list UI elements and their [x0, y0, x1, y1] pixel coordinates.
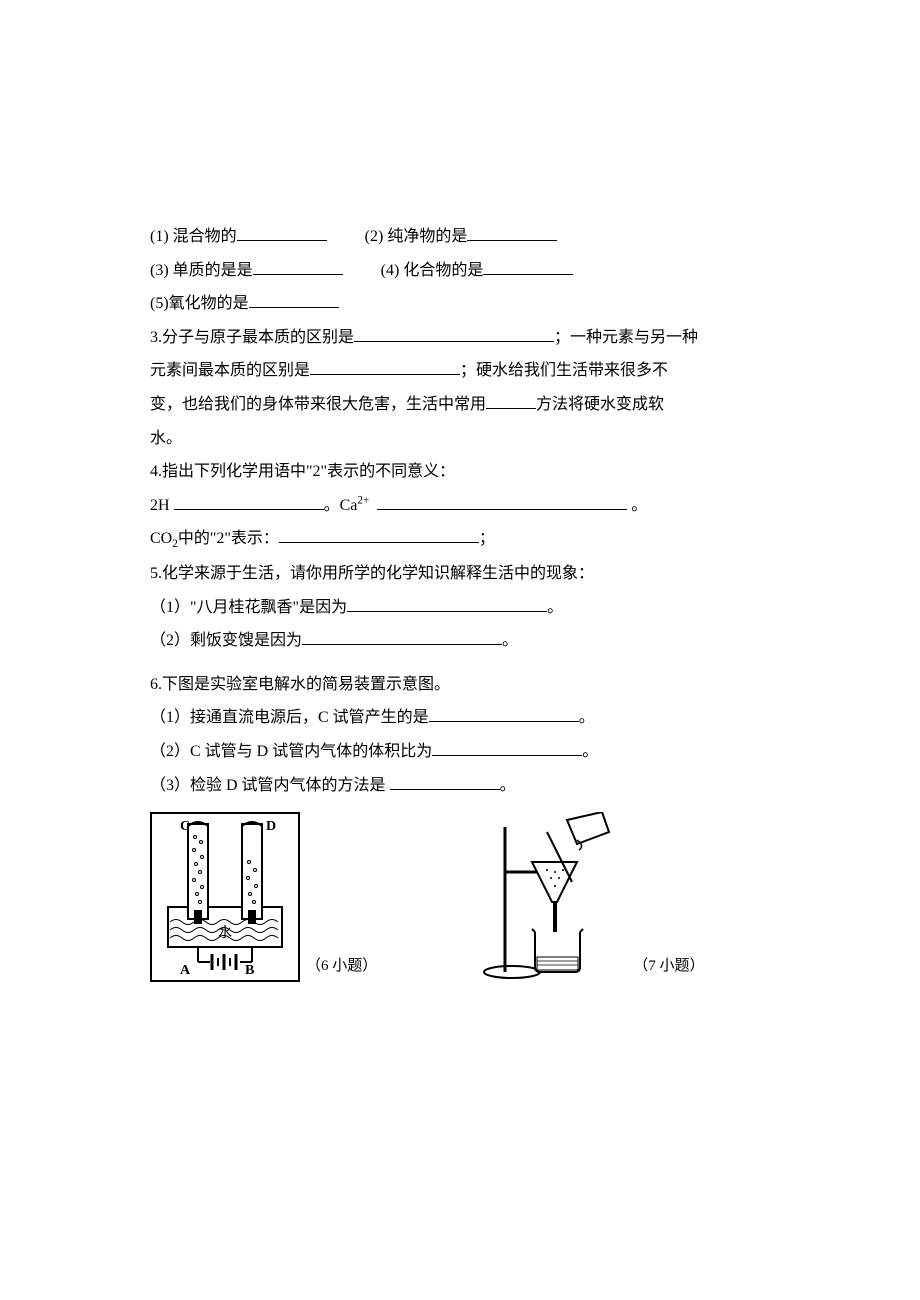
- label-b: B: [245, 963, 254, 978]
- q5-p2-text: （2）剩饭变馊是因为: [150, 632, 302, 649]
- q3-part2: ；一种元素与另一种: [554, 329, 698, 346]
- q6-p1-end: 。: [579, 709, 595, 726]
- blank: [237, 224, 327, 241]
- q-list-item2: (2) 纯净物的是: [365, 228, 468, 245]
- q4-row2: CO2中的"2"表示：；: [150, 522, 770, 557]
- q6-p2-text: （2）C 试管与 D 试管内气体的体积比为: [150, 743, 432, 760]
- blank: [310, 358, 460, 375]
- blank: [377, 493, 627, 510]
- blank: [354, 325, 554, 342]
- q-list-item5: (5)氧化物的是: [150, 295, 249, 312]
- label-c: C: [180, 819, 190, 834]
- blank: [483, 258, 573, 275]
- blank: [432, 739, 582, 756]
- blank: [279, 526, 479, 543]
- q3-part5: 变，也给我们的身体带来很大危害，生活中常用: [150, 396, 486, 413]
- q6-p3-text: （3）检验 D 试管内气体的方法是: [150, 777, 386, 794]
- label-a: A: [180, 963, 191, 978]
- q3-line4: 水。: [150, 422, 770, 456]
- figure-filtration: （7 小题）: [477, 812, 704, 982]
- figure-row: 水: [150, 812, 770, 982]
- q4-dot2: 。: [627, 497, 647, 514]
- worksheet-page: (1) 混合物的 (2) 纯净物的是 (3) 单质的是是 (4) 化合物的是 (…: [0, 0, 920, 1042]
- q3-part4: ；硬水给我们生活带来很多不: [460, 362, 668, 379]
- q6-p3: （3）检验 D 试管内气体的方法是 。: [150, 769, 770, 803]
- q4-semi: ；: [479, 530, 495, 547]
- electrolysis-icon: 水: [150, 812, 300, 982]
- water-label: 水: [218, 925, 232, 941]
- figure-electrolysis: 水: [150, 812, 377, 982]
- q3-part6: 方法将硬水变成软: [536, 396, 664, 413]
- q6-lead: 6.下图是实验室电解水的简易装置示意图。: [150, 668, 770, 702]
- q-list-item4: (4) 化合物的是: [381, 262, 484, 279]
- blank: [486, 392, 536, 409]
- filtration-icon: [477, 812, 627, 982]
- q5-p2-end: 。: [502, 632, 518, 649]
- q-list-row3: (5)氧化物的是: [150, 287, 770, 321]
- q-list-row1: (1) 混合物的 (2) 纯净物的是: [150, 220, 770, 254]
- blank: [467, 224, 557, 241]
- q-list-row2: (3) 单质的是是 (4) 化合物的是: [150, 254, 770, 288]
- q3-line1: 3.分子与原子最本质的区别是 ；一种元素与另一种: [150, 321, 770, 355]
- q5-lead: 5.化学来源于生活，请你用所学的化学知识解释生活中的现象：: [150, 557, 770, 591]
- q3-part7: 水。: [150, 430, 182, 447]
- q6-p1-text: （1）接通直流电源后，C 试管产生的是: [150, 709, 429, 726]
- q4-dot1: 。Ca: [324, 497, 358, 514]
- label-d: D: [266, 819, 276, 834]
- q5-p2: （2）剩饭变馊是因为 。: [150, 624, 770, 658]
- q-list-item3: (3) 单质的是是: [150, 262, 253, 279]
- q-list-item1: (1) 混合物的: [150, 228, 237, 245]
- figure-caption-6: （6 小题）: [306, 951, 377, 983]
- blank: [249, 291, 339, 308]
- blank: [347, 595, 547, 612]
- blank: [253, 258, 343, 275]
- blank: [390, 773, 500, 790]
- q4-h2: 2H: [150, 497, 174, 514]
- q5-p1-text: （1）"八月桂花飘香"是因为: [150, 599, 347, 616]
- q6-p2-end: 。: [582, 743, 598, 760]
- q6-p3-end: 。: [500, 777, 516, 794]
- q4-co2a: CO: [150, 530, 172, 547]
- q4-sup: 2+: [357, 494, 369, 506]
- q4-row1: 2H 。Ca2+ 。: [150, 489, 770, 523]
- q3-part3: 元素间最本质的区别是: [150, 362, 310, 379]
- q3-part1: 3.分子与原子最本质的区别是: [150, 329, 354, 346]
- q6-p1: （1）接通直流电源后，C 试管产生的是 。: [150, 701, 770, 735]
- q3-line2: 元素间最本质的区别是 ；硬水给我们生活带来很多不: [150, 354, 770, 388]
- q3-line3: 变，也给我们的身体带来很大危害，生活中常用 方法将硬水变成软: [150, 388, 770, 422]
- q6-p2: （2）C 试管与 D 试管内气体的体积比为 。: [150, 735, 770, 769]
- q5-p1-end: 。: [547, 599, 563, 616]
- q5-p1: （1）"八月桂花飘香"是因为 。: [150, 591, 770, 625]
- blank: [174, 493, 324, 510]
- figure-caption-7: （7 小题）: [633, 951, 704, 983]
- blank: [302, 628, 502, 645]
- blank: [429, 705, 579, 722]
- q4-lead: 4.指出下列化学用语中"2"表示的不同意义：: [150, 455, 770, 489]
- q4-co2b: 中的"2"表示：: [178, 530, 279, 547]
